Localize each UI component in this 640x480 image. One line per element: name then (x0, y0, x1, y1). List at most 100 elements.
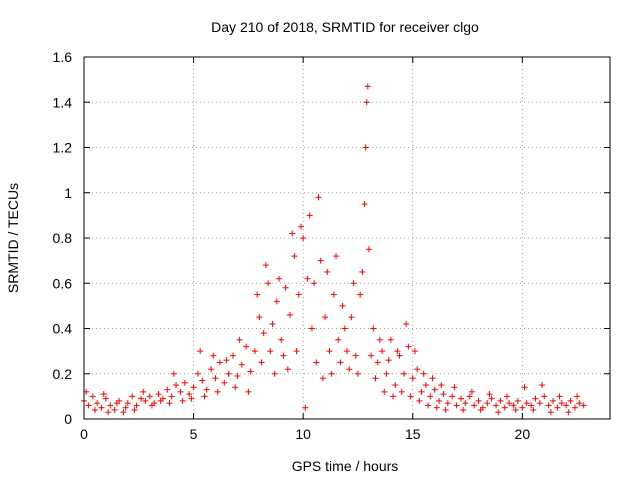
data-point (453, 402, 460, 409)
data-point (357, 291, 364, 298)
data-point (326, 348, 333, 355)
data-point (523, 400, 530, 407)
data-point (105, 409, 112, 416)
data-point (94, 400, 101, 407)
data-point (146, 393, 153, 400)
data-point (387, 336, 394, 343)
data-point (392, 382, 399, 389)
data-point (273, 298, 280, 305)
data-point (418, 388, 425, 395)
data-point (271, 370, 278, 377)
data-point (212, 375, 219, 382)
data-point (466, 393, 473, 400)
data-point (137, 395, 144, 402)
data-point (313, 359, 320, 366)
data-point (297, 223, 304, 230)
x-tick-label: 20 (515, 426, 531, 442)
data-point (319, 375, 326, 382)
data-point (210, 352, 217, 359)
data-point (528, 402, 535, 409)
chart-title: Day 210 of 2018, SRMTID for receiver clg… (211, 19, 479, 35)
data-point (352, 352, 359, 359)
y-tick-label: 0.2 (53, 366, 73, 382)
y-tick-label: 0.8 (53, 230, 73, 246)
data-point (477, 406, 484, 413)
data-point (484, 400, 491, 407)
data-point (328, 370, 335, 377)
data-point (381, 388, 388, 395)
data-point (521, 384, 528, 391)
data-point (364, 83, 371, 90)
data-point (510, 402, 517, 409)
data-point (409, 375, 416, 382)
data-point (488, 395, 495, 402)
axis-ticks (83, 56, 610, 420)
data-point (113, 400, 120, 407)
data-point (558, 400, 565, 407)
data-point (346, 366, 353, 373)
data-point (186, 391, 193, 398)
data-point (512, 406, 519, 413)
data-point (124, 400, 131, 407)
x-tick-label: 5 (190, 426, 198, 442)
y-tick-label: 1 (64, 185, 72, 201)
data-point (475, 397, 482, 404)
data-point (574, 393, 581, 400)
data-point (429, 375, 436, 382)
data-point (208, 366, 215, 373)
data-point (223, 357, 230, 364)
data-point (403, 320, 410, 327)
data-point (460, 406, 467, 413)
data-point (486, 391, 493, 398)
data-point (341, 325, 348, 332)
data-point (442, 406, 449, 413)
data-point (89, 393, 96, 400)
data-points (81, 83, 587, 416)
data-point (216, 359, 223, 366)
data-point (166, 400, 173, 407)
data-point (411, 348, 418, 355)
data-point (133, 402, 140, 409)
data-point (365, 246, 372, 253)
data-point (140, 388, 147, 395)
data-point (462, 400, 469, 407)
data-point (302, 404, 309, 411)
data-point (372, 375, 379, 382)
data-point (304, 275, 311, 282)
data-point (280, 352, 287, 359)
y-tick-label: 1.6 (53, 49, 73, 65)
data-point (164, 386, 171, 393)
data-point (179, 397, 186, 404)
data-point (308, 325, 315, 332)
data-point (330, 291, 337, 298)
data-point (337, 359, 344, 366)
y-tick-labels: 0 0.2 0.4 0.6 0.8 1 1.2 1.4 1.6 (53, 49, 73, 427)
data-point (565, 409, 572, 416)
data-point (269, 320, 276, 327)
data-point (350, 280, 357, 287)
data-point (567, 397, 574, 404)
data-point (363, 99, 370, 106)
data-point (197, 348, 204, 355)
data-point (580, 402, 587, 409)
data-point (379, 348, 386, 355)
data-point (322, 314, 329, 321)
data-point (396, 352, 403, 359)
data-point (295, 291, 302, 298)
data-point (203, 386, 210, 393)
data-point (425, 402, 432, 409)
data-point (256, 314, 263, 321)
x-tick-label: 10 (295, 426, 311, 442)
data-point (501, 404, 508, 411)
data-point (506, 400, 513, 407)
data-point (438, 382, 445, 389)
data-point (468, 388, 475, 395)
data-point (444, 400, 451, 407)
data-point (394, 348, 401, 355)
data-point (547, 409, 554, 416)
data-point (422, 382, 429, 389)
data-point (254, 291, 261, 298)
data-point (155, 391, 162, 398)
data-point (157, 397, 164, 404)
